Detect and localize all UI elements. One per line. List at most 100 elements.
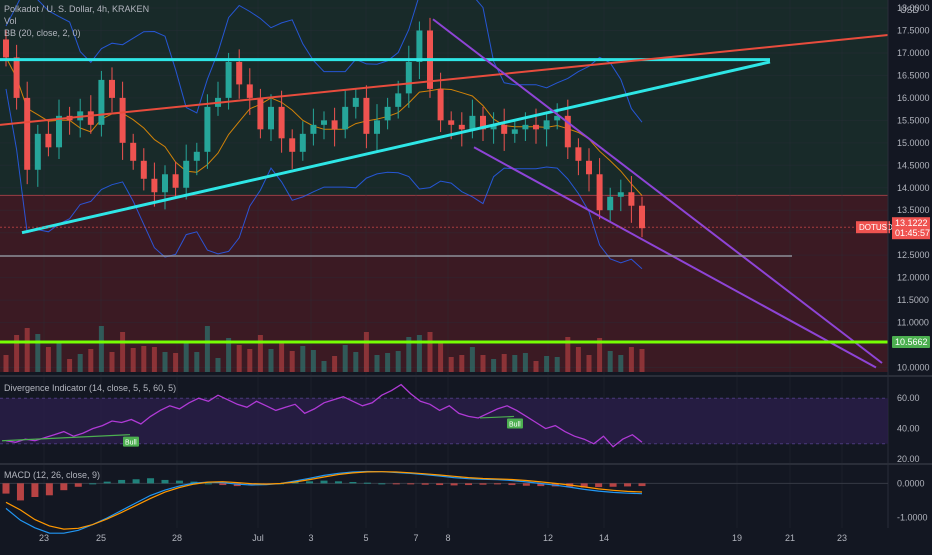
price-tick-label: 17.5000 [897, 25, 930, 35]
macd-histogram-bar [204, 483, 212, 485]
volume-bar [289, 351, 295, 372]
symbol-tag-bg [856, 221, 890, 234]
macd-histogram-bar [219, 483, 227, 486]
macd-histogram-bar [479, 483, 487, 485]
volume-bar [565, 337, 571, 372]
macd-histogram-bar [132, 479, 140, 484]
candle-body [533, 124, 539, 130]
volume-bar [236, 345, 242, 372]
symbol-title: Polkadot / U. S. Dollar, 4h, KRAKEN [4, 4, 150, 14]
candle-body [151, 178, 158, 193]
volume-bar [151, 347, 157, 372]
volume-bar [469, 347, 475, 372]
volume-bar [491, 359, 497, 372]
macd-histogram-bar [175, 480, 183, 484]
price-tick-label: 16.0000 [897, 93, 930, 103]
bull-label-bg [507, 418, 523, 429]
candle-body [130, 142, 137, 161]
volume-bar [586, 355, 592, 372]
volume-bar [3, 355, 9, 372]
volume-bar [14, 335, 20, 372]
volume-bar [24, 328, 30, 372]
volume-bar [522, 353, 528, 372]
volume-bar [628, 347, 634, 372]
macd-histogram-bar [60, 483, 68, 491]
volume-bar [618, 355, 624, 372]
volume-bar [173, 353, 179, 372]
macd-histogram-bar [334, 481, 342, 484]
candle-body [172, 174, 179, 188]
candle-body [437, 88, 444, 121]
candle-body [596, 174, 603, 211]
price-tick-label: 15.5000 [897, 115, 930, 125]
macd-histogram-bar [465, 483, 473, 486]
candle-body [501, 124, 508, 134]
candle-body [34, 133, 41, 170]
candle-body [374, 120, 380, 134]
macd-histogram-bar [45, 483, 53, 496]
macd-tick-label: -1.0000 [897, 512, 928, 522]
volume-bar [109, 352, 115, 372]
candle-body [45, 133, 52, 148]
volume-bar [67, 359, 73, 372]
volume-bar [310, 350, 316, 372]
volume-bar [120, 332, 126, 372]
volume-bar [501, 354, 507, 372]
macd-histogram-bar [89, 483, 97, 485]
candle-body [331, 120, 338, 130]
cyan-support-line [21, 60, 771, 235]
macd-histogram-bar [320, 480, 328, 484]
candle-body [352, 97, 359, 107]
volume-bar [385, 353, 391, 372]
volume-bar [194, 352, 200, 372]
candle-body [24, 97, 31, 170]
candle-body [162, 174, 168, 193]
volume-legend: Vol [4, 16, 17, 26]
volume-bar [607, 351, 613, 372]
candle-body [225, 61, 232, 98]
macd-histogram-bar [638, 483, 646, 487]
candle-body [395, 93, 402, 107]
date-tick-label: 21 [785, 533, 795, 543]
macd-histogram-bar [522, 483, 530, 486]
price-tick-label: 16.5000 [897, 70, 930, 80]
macd-histogram-bar [537, 483, 545, 487]
macd-histogram-bar [349, 481, 357, 484]
candle-body [3, 39, 9, 58]
candle-body [109, 79, 115, 98]
macd-histogram-bar [378, 483, 386, 485]
macd-histogram-bar [118, 479, 126, 484]
rsi-tick-label: 60.00 [897, 393, 920, 403]
volume-bar [247, 349, 253, 372]
date-tick-label: 19 [732, 533, 742, 543]
volume-bar [300, 346, 306, 372]
candle-body [384, 106, 391, 121]
volume-bar [544, 356, 550, 372]
volume-bar [204, 326, 210, 372]
currency-label: USD [900, 5, 920, 15]
volume-bar [438, 341, 444, 372]
candle-body [87, 111, 94, 125]
volume-bar [512, 355, 518, 372]
date-tick-label: 5 [363, 533, 368, 543]
volume-bar [88, 349, 94, 372]
macd-legend: MACD (12, 26, close, 9) [4, 470, 101, 480]
divergence-legend: Divergence Indicator (14, close, 5, 5, 6… [4, 383, 177, 393]
macd-histogram-bar [103, 481, 111, 484]
price-tick-label: 10.0000 [897, 363, 930, 373]
candle-body [639, 205, 645, 229]
candle-body [586, 160, 592, 175]
price-tick-label: 11.0000 [897, 318, 929, 328]
macd-histogram-bar [508, 483, 516, 486]
macd-histogram-bar [74, 483, 82, 487]
volume-bar [45, 347, 51, 372]
candle-body [490, 124, 497, 130]
bull-divergence-line [1, 434, 131, 442]
rsi-band [0, 398, 888, 444]
red-trendline-line [0, 33, 889, 126]
volume-bar [35, 334, 41, 372]
candle-body [140, 160, 147, 179]
candle-body [289, 138, 296, 152]
macd-line [5, 470, 643, 534]
